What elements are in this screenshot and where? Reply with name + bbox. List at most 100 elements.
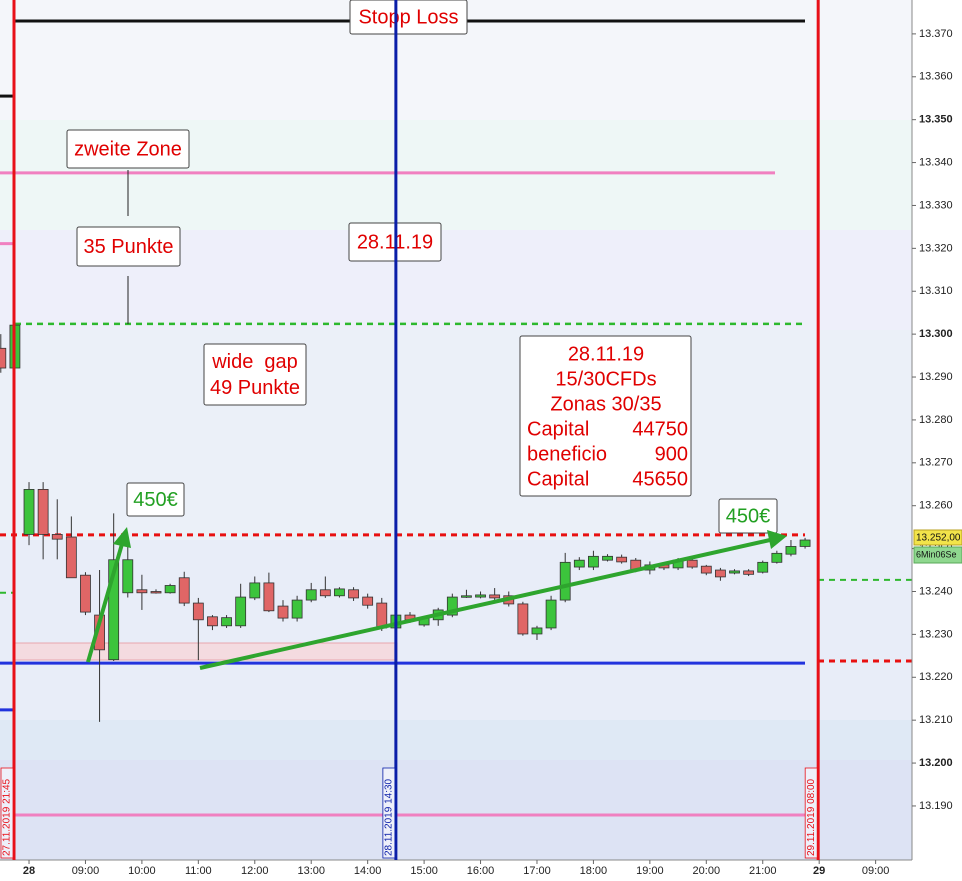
candle-body: [249, 582, 261, 599]
annotation-text: Stopp Loss: [358, 6, 458, 28]
arrows: [86, 527, 787, 670]
annotation-box: [718, 498, 778, 534]
candle-body: [221, 617, 232, 627]
annotation-text: 49 Punkte: [210, 377, 300, 399]
candle-body: [545, 599, 557, 629]
candle-body: [334, 588, 345, 597]
candle-body: [531, 627, 543, 635]
candle-body: [108, 559, 120, 661]
candle-body: [207, 616, 218, 627]
x-tick-label: 20:00: [693, 865, 721, 877]
candle-body: [319, 589, 331, 597]
vertical-label: 28.11.2019 14:30: [384, 778, 395, 856]
x-tick-label: 29: [813, 865, 825, 877]
y-tick-label: 13.360: [919, 71, 953, 83]
x-tick-label: 09:00: [72, 865, 100, 877]
candle-body: [573, 559, 585, 568]
y-tick-label: 13.340: [919, 156, 953, 168]
candle-body: [588, 555, 599, 568]
candle-body: [700, 565, 712, 574]
candle-body: [291, 599, 303, 619]
y-tick-label: 13.210: [919, 714, 953, 726]
price-tag-label: 13.252,00: [916, 533, 961, 544]
candle-body: [475, 594, 486, 598]
y-tick-label: 13.280: [919, 414, 953, 426]
x-tick-label: 13:00: [297, 865, 325, 877]
candle-body: [65, 536, 77, 579]
candle-body: [305, 589, 317, 601]
summary-value: 900: [655, 443, 688, 465]
candle-body: [715, 569, 726, 578]
x-tick-label: 10:00: [128, 865, 156, 877]
x-tick-label: 09:00: [862, 865, 890, 877]
y-tick-label: 13.370: [919, 28, 953, 40]
candle-body: [616, 556, 628, 563]
candle-body: [0, 347, 7, 369]
candle-body: [51, 534, 63, 540]
y-tick-label: 13.330: [919, 199, 953, 211]
y-tick-label: 13.350: [919, 114, 953, 126]
candle-body: [461, 595, 472, 598]
vertical-label-box: [0, 767, 14, 859]
x-tick-label: 16:00: [467, 865, 495, 877]
summary-line: 15/30CFDs: [555, 368, 656, 390]
candle-body: [150, 591, 162, 594]
y-tick-label: 13.240: [919, 585, 953, 597]
candle-body: [489, 594, 501, 599]
timer-label: 6Min06Se: [916, 549, 957, 559]
y-tick-label: 13.190: [919, 800, 953, 812]
candle-body: [757, 561, 769, 573]
y-tick-label: 13.310: [919, 285, 953, 297]
candle-body: [263, 582, 275, 612]
candle-body: [686, 559, 698, 568]
candle-body: [602, 555, 613, 561]
annotation-box: [203, 343, 307, 406]
annotation-text: 450€: [133, 489, 178, 511]
vertical-label: 27.11.2019 21:45: [2, 778, 13, 856]
timer-tag: [913, 546, 962, 564]
x-tick-label: 15:00: [410, 865, 438, 877]
annotation-text: zweite Zone: [74, 138, 182, 160]
x-tick-label: 11:00: [185, 865, 212, 877]
candle-body: [80, 574, 91, 613]
background: [0, 0, 912, 860]
x-tick-label: 17:00: [523, 865, 551, 877]
candle-body: [178, 577, 190, 604]
candle-body: [771, 552, 783, 563]
vertical-label: 29.11.2019 08:00: [806, 778, 817, 856]
candle-body: [164, 585, 176, 594]
x-tick-label: 14:00: [354, 865, 382, 877]
y-tick-label: 13.230: [919, 628, 953, 640]
x-tick-label: 12:00: [241, 865, 269, 877]
summary-label: Capital: [527, 468, 589, 490]
candle-body: [785, 546, 797, 555]
candle-body: [729, 570, 740, 574]
annotation-box: [76, 226, 181, 267]
y-tick-label: 13.220: [919, 671, 953, 683]
candle-body: [277, 605, 289, 619]
candle-body: [517, 603, 529, 635]
annotation-text: 450€: [726, 505, 771, 527]
summary-line: Zonas 30/35: [550, 393, 661, 415]
candle-body: [192, 602, 204, 621]
candle-body: [37, 489, 49, 535]
candle-body: [362, 596, 374, 606]
summary-label: beneficio: [527, 443, 607, 465]
annotation-box: [66, 129, 190, 169]
y-tick-label: 13.200: [919, 757, 953, 769]
y-tick-label: 13.270: [919, 457, 953, 469]
x-tick-label: 18:00: [580, 865, 608, 877]
x-tick-label: 28: [23, 865, 35, 877]
candle-body: [376, 602, 388, 629]
candle-body: [446, 596, 458, 616]
vertical-label-box: [382, 767, 396, 859]
y-tick-label: 13.260: [919, 500, 953, 512]
x-tick-label: 21:00: [749, 865, 777, 877]
candle-body: [136, 589, 148, 594]
price-tag: [913, 529, 962, 546]
annotation-text: wide gap: [211, 351, 298, 373]
summary-value: 45650: [632, 468, 688, 490]
